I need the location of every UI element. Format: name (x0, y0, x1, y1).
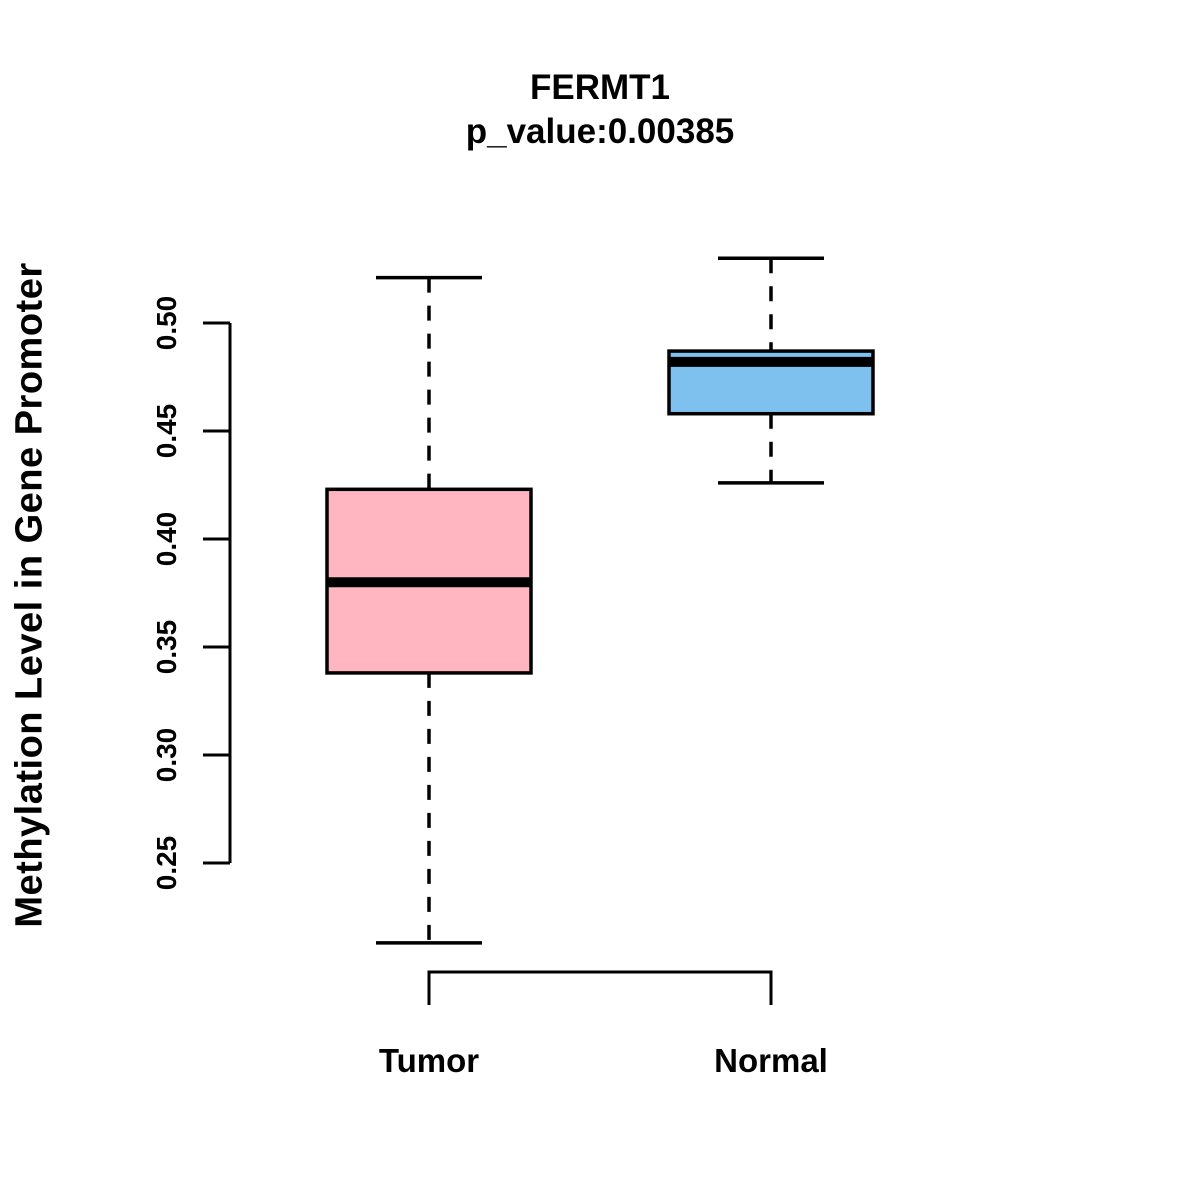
x-axis-bracket (427, 970, 773, 1005)
y-tick-label: 0.30 (151, 727, 182, 783)
x-category-label-normal: Normal (714, 1042, 828, 1079)
x-category-label-tumor: Tumor (378, 1042, 480, 1079)
y-tick-label: 0.35 (151, 619, 182, 675)
chart-subtitle-pvalue: p_value:0.00385 (465, 112, 735, 151)
y-axis-label: Methylation Level in Gene Promoter (8, 262, 51, 928)
chart-title: FERMT1 (530, 68, 670, 107)
y-tick-label: 0.40 (151, 511, 182, 567)
y-tick-label: 0.25 (151, 835, 182, 891)
y-tick-label: 0.50 (151, 295, 182, 351)
y-tick-label: 0.45 (151, 403, 182, 459)
